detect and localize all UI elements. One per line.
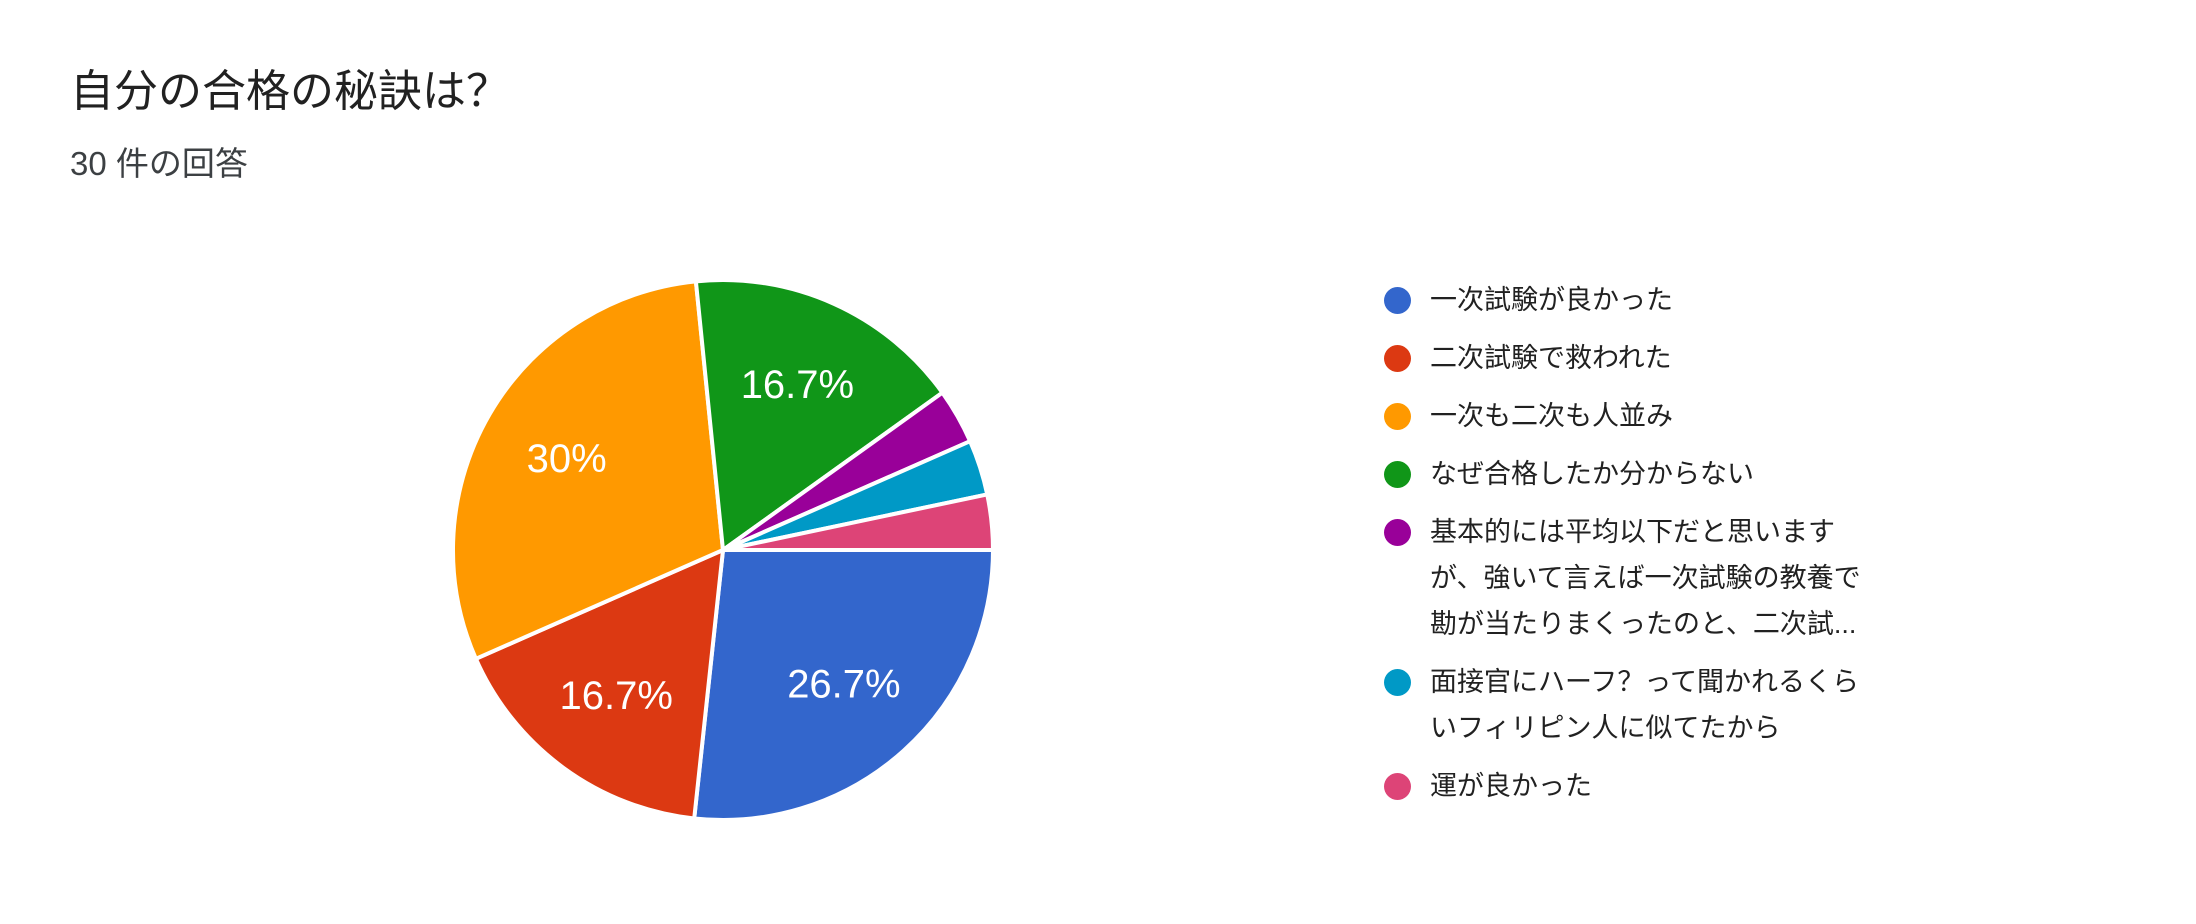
slice-percent-label: 16.7% [559, 674, 672, 718]
pie-slice[interactable] [451, 279, 725, 661]
pie-slice[interactable] [693, 277, 945, 552]
legend-item-label: 一次も二次も人並み [1430, 393, 1673, 439]
legend-item: 一次試験が良かった [1384, 277, 1861, 323]
slice-percent-label: 30% [527, 437, 607, 481]
slice-percent-label: 16.7% [741, 363, 854, 407]
legend-color-dot-icon [1384, 669, 1411, 696]
chart-legend: 一次試験が良かった 二次試験で救われた 一次も二次も人並みなぜ合格したか分からない基… [1384, 277, 1861, 821]
legend-item-label-line: 一次試験が良かった [1430, 285, 1673, 315]
legend-item-label-line: 一次も二次も人並み [1430, 401, 1673, 431]
legend-color-dot-icon [1384, 403, 1411, 430]
legend-item-label-line: 運が良かった [1430, 771, 1592, 801]
legend-item: 運が良かった [1384, 763, 1861, 809]
legend-item-label-line: が、強いて言えば一次試験の教養で [1430, 563, 1861, 593]
legend-item-label-line: 基本的には平均以下だと思います [1430, 517, 1835, 547]
legend-color-dot-icon [1384, 287, 1411, 314]
legend-color-dot-icon [1384, 519, 1411, 546]
legend-item-label: 二次試験で救われた [1430, 335, 1672, 381]
pie-slice[interactable] [692, 548, 995, 822]
question-title: 自分の合格の秘訣は？ [70, 67, 510, 116]
legend-item-label-line: 二次試験で救われた [1430, 343, 1672, 373]
legend-item: 基本的には平均以下だと思います が、強いて言えば一次試験の教養で 勘が当たりまくった… [1384, 509, 1861, 647]
slice-percent-label: 26.7% [787, 663, 900, 707]
pie-slice[interactable] [721, 492, 995, 552]
legend-item-label: なぜ合格したか分からない [1430, 451, 1754, 497]
legend-item-label-line: 勘が当たりまくったのと、二次試... [1430, 609, 1857, 639]
legend-item: 面接官にハーフ？って聞かれるくら いフィリピン人に似てたから [1384, 659, 1861, 751]
legend-item-label: 運が良かった [1430, 763, 1592, 809]
legend-item-label: 面接官にハーフ？って聞かれるくら いフィリピン人に似てたから [1430, 659, 1859, 751]
legend-item: なぜ合格したか分からない [1384, 451, 1861, 497]
legend-item-label-line: いフィリピン人に似てたから [1430, 713, 1781, 743]
legend-item-label: 基本的には平均以下だと思います が、強いて言えば一次試験の教養で 勘が当たりまくった… [1430, 509, 1861, 647]
legend-color-dot-icon [1384, 461, 1411, 488]
legend-color-dot-icon [1384, 773, 1411, 800]
response-count: 30 件の回答 [70, 145, 248, 182]
legend-item: 二次試験で救われた [1384, 335, 1861, 381]
legend-item-label-line: 面接官にハーフ？って聞かれるくら [1430, 667, 1860, 697]
legend-item: 一次も二次も人並み [1384, 393, 1861, 439]
legend-item-label: 一次試験が良かった [1430, 277, 1673, 323]
legend-color-dot-icon [1384, 345, 1411, 372]
pie-slice[interactable] [473, 548, 725, 821]
legend-item-label-line: なぜ合格したか分からない [1430, 459, 1754, 489]
